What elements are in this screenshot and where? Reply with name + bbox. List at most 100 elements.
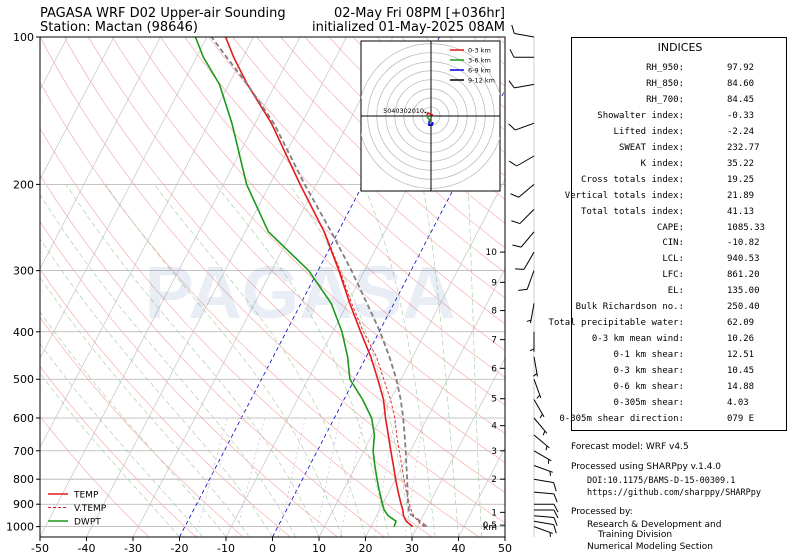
series-temp-line: [224, 37, 414, 528]
index-row: Lifted index: -2.24: [572, 127, 788, 141]
index-label: Total totals index:: [581, 206, 684, 217]
doi-text: DOI:10.1175/BAMS-D-15-00309.1: [587, 476, 736, 486]
sharppy-link[interactable]: https://github.com/sharppy/SHARPpy: [587, 488, 761, 498]
wind-barb: [533, 526, 553, 537]
isotherm-line: [458, 446, 505, 537]
index-label: 0-305m shear direction:: [559, 413, 684, 424]
index-value: 35.22: [727, 158, 755, 169]
mixing-ratio-line: [315, 417, 341, 537]
x-tick-label: 10: [312, 542, 326, 555]
hodograph-legend-label: 6-9 km: [468, 67, 491, 75]
hodograph-ring-label: 40: [391, 107, 399, 115]
index-row: Vertical totals index: 21.89: [565, 191, 788, 205]
dry-adiabat: [40, 268, 291, 537]
x-tick-label: 40: [452, 542, 466, 555]
moist-adiabat: [153, 184, 366, 537]
index-label: 0-6 km shear:: [613, 382, 684, 392]
index-row: RH_950: 97.92: [572, 63, 788, 77]
x-tick-label: -20: [171, 542, 189, 555]
wind-barb: [534, 509, 559, 519]
index-label: K index:: [640, 158, 684, 169]
mixing-ratio-line: [235, 417, 266, 537]
index-label: LFC:: [662, 270, 684, 281]
dry-adiabat: [256, 37, 505, 273]
y-tick-label: 1000: [6, 521, 34, 534]
index-label: Showalter index:: [597, 110, 684, 121]
index-label: RH_850:: [646, 78, 684, 89]
hodograph-ring-label: 20: [408, 107, 416, 115]
wind-barb: [529, 331, 535, 352]
chart-title: PAGASA WRF D02 Upper-air Sounding: [40, 6, 286, 21]
index-value: 250.40: [727, 302, 760, 313]
hodograph-legend-label: 0-3 km: [468, 47, 491, 55]
hodograph-0-3km-trace: [426, 111, 434, 116]
index-label: 0-3 km mean wind:: [591, 334, 684, 345]
wind-barb: [515, 251, 535, 270]
index-row: LFC: 861.20: [572, 270, 788, 284]
wind-barb: [512, 231, 535, 248]
index-label: 0-1 km shear:: [613, 350, 684, 361]
moist-adiabat: [65, 184, 320, 537]
index-row: Total precipitable water: 62.09: [549, 318, 788, 332]
x-tick-label: -40: [78, 542, 96, 555]
isotherm-line: [40, 37, 254, 449]
index-value: 079 E: [727, 413, 755, 424]
forecast-model: Forecast model: WRF v4.5: [571, 442, 689, 452]
y-tick-label: 300: [13, 265, 34, 278]
index-row: 0-1 km shear: 12.51: [572, 350, 788, 364]
dry-adiabat: [136, 37, 505, 406]
index-label: 0-3 km shear:: [613, 366, 684, 377]
wind-barb: [508, 80, 535, 89]
index-value: 10.45: [727, 366, 755, 377]
wind-barb: [510, 184, 535, 198]
section-name: Numerical Modeling Section: [587, 542, 714, 552]
x-tick-label: 50: [498, 542, 512, 555]
wind-barb: [533, 520, 557, 534]
height-tick-label: 3: [491, 447, 497, 457]
wind-barb: [511, 209, 535, 225]
wind-barb: [509, 49, 534, 58]
dry-adiabat: [184, 37, 505, 351]
series-vtemp-line: [324, 231, 425, 527]
index-row: 0-3 km shear: 10.45: [572, 366, 788, 380]
x-tick-label: 20: [359, 542, 373, 555]
mixing-ratio-line: [404, 417, 425, 537]
height-tick-label: 5: [491, 395, 497, 405]
index-label: LCL:: [662, 254, 684, 265]
index-label: Cross totals index:: [581, 174, 684, 185]
indices-title: INDICES: [657, 41, 703, 54]
wind-barb: [526, 303, 535, 324]
moist-adiabat: [289, 184, 413, 537]
processed-by: Processed by:: [571, 507, 633, 517]
dry-adiabat: [40, 221, 338, 537]
wind-barb: [533, 465, 553, 476]
index-row: Total totals index: 41.13: [572, 207, 788, 221]
y-tick-label: 200: [13, 178, 34, 191]
index-value: 84.60: [727, 78, 755, 89]
index-label: Bulk Richardson no.:: [575, 302, 684, 313]
wind-barb: [533, 491, 558, 503]
legend-label: V.TEMP: [74, 504, 107, 514]
index-row: RH_700: 84.45: [572, 95, 788, 109]
index-label: Lifted index:: [613, 126, 684, 137]
index-row: K index: 35.22: [572, 159, 788, 173]
x-tick-label: -30: [124, 542, 142, 555]
valid-time: 02-May Fri 08PM [+036hr]: [333, 6, 505, 21]
index-value: 41.13: [727, 206, 755, 217]
isotherm-line: [365, 267, 505, 537]
index-label: SWEAT index:: [618, 142, 684, 153]
wind-barb: [533, 450, 552, 464]
legend-label: TEMP: [73, 491, 99, 501]
isotherm-line: [318, 178, 505, 537]
mixing-ratio-line: [278, 417, 306, 537]
mixing-ratio-line: [195, 417, 228, 537]
index-value: -2.24: [727, 126, 755, 137]
wind-barb: [533, 356, 538, 377]
dry-adiabat: [280, 37, 505, 249]
x-tick-label: -10: [217, 542, 235, 555]
series-parcel-line: [210, 37, 428, 528]
index-value: 135.00: [727, 286, 760, 297]
hodograph-ring-label: 10: [416, 107, 424, 115]
isotherm-line: [40, 37, 161, 270]
